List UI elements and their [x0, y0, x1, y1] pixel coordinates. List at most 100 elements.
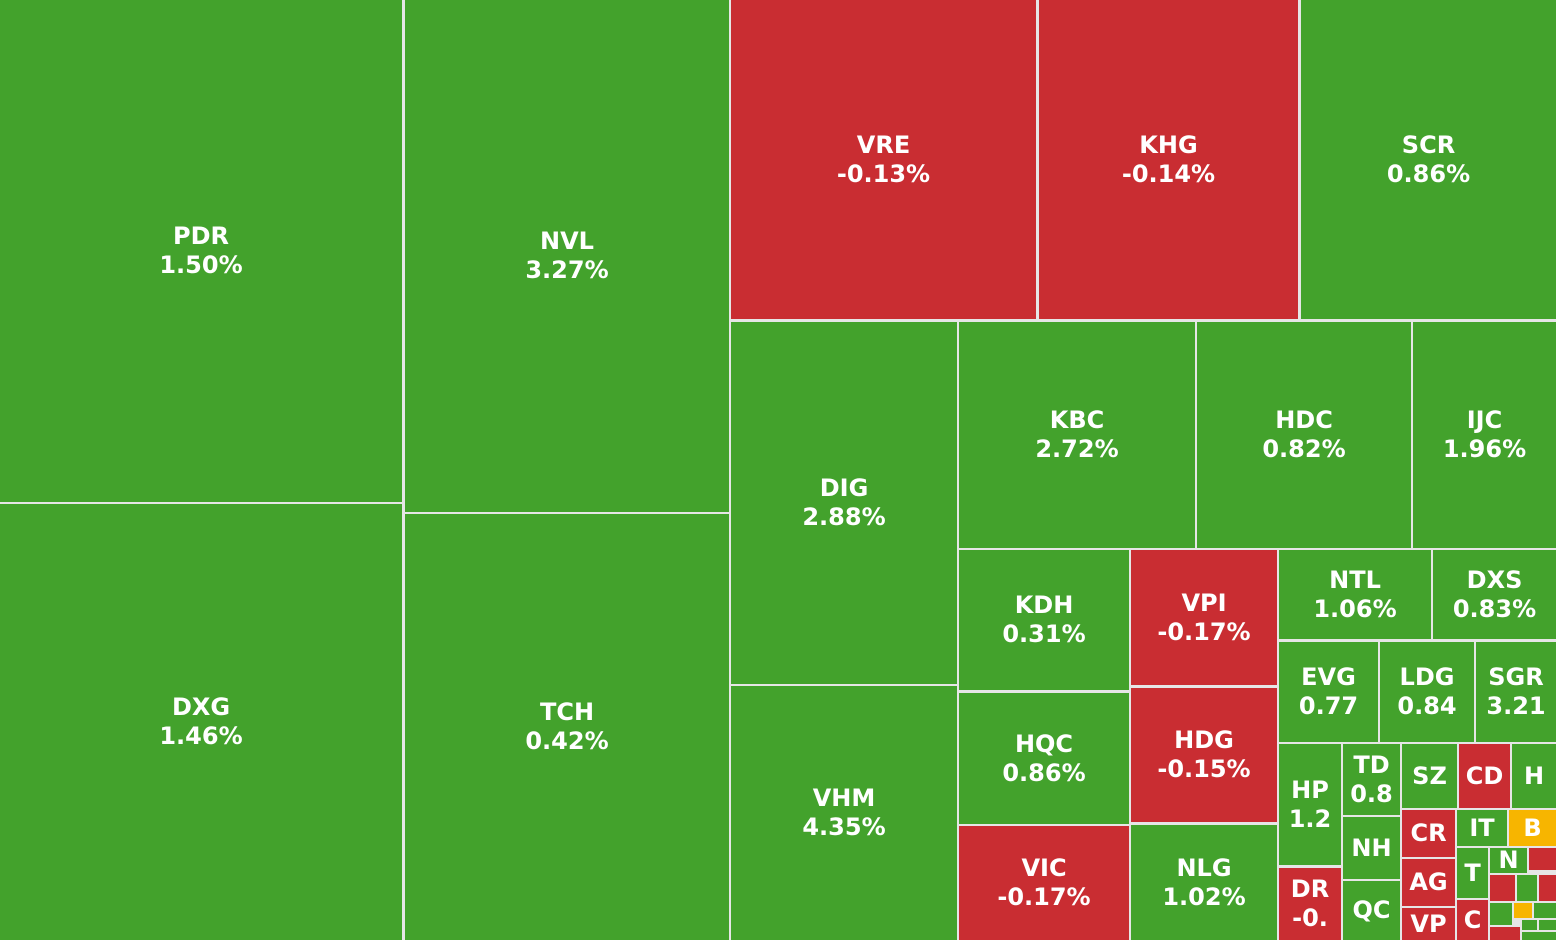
ticker-label: HDG — [1174, 726, 1234, 754]
ticker-label: SGR — [1488, 663, 1544, 691]
tile: DR -0. — [1279, 868, 1341, 940]
small-tile — [1539, 920, 1556, 930]
tile: IT — [1457, 810, 1507, 846]
change-label: 1.06% — [1313, 594, 1397, 623]
ticker-label: DR — [1290, 875, 1330, 903]
ticker-label: IT — [1469, 813, 1495, 842]
tile: DXS 0.83% — [1433, 550, 1556, 639]
change-label: 2.72% — [1035, 435, 1119, 463]
tile: VP — [1402, 908, 1455, 940]
ticker-label: CD — [1465, 761, 1504, 790]
tile: C — [1457, 900, 1488, 940]
small-tile — [1522, 932, 1556, 940]
tile: VPI -0.17% — [1131, 550, 1277, 685]
ticker-label: NTL — [1329, 565, 1381, 594]
tile: AG — [1402, 859, 1455, 906]
tile: KDH 0.31% — [959, 550, 1129, 690]
ticker-label: VHM — [812, 784, 876, 812]
tile: IJC 1.96% — [1413, 322, 1556, 548]
change-label: 0.86% — [1386, 159, 1471, 188]
tile: LDG 0.84 — [1380, 642, 1474, 742]
tile: HDC 0.82% — [1197, 322, 1411, 548]
ticker-label: HP — [1291, 775, 1329, 804]
change-label: 0.83% — [1452, 594, 1537, 623]
change-label: 1.46% — [159, 722, 243, 750]
tile: N — [1490, 848, 1527, 873]
ticker-label: IJC — [1466, 406, 1503, 434]
tile: TD 0.8 — [1343, 744, 1400, 815]
change-label: -0.15% — [1157, 755, 1251, 783]
tile: NVL 3.27% — [405, 0, 729, 512]
tile: VIC -0.17% — [959, 826, 1129, 940]
ticker-label: KDH — [1014, 591, 1074, 619]
ticker-label: DIG — [819, 474, 869, 502]
ticker-label: LDG — [1399, 663, 1455, 691]
ticker-label: AG — [1409, 868, 1448, 896]
ticker-label: PDR — [173, 222, 229, 250]
small-tile — [1539, 875, 1556, 901]
tile: DXG 1.46% — [0, 504, 402, 940]
tile: NTL 1.06% — [1279, 550, 1431, 639]
change-label: 4.35% — [802, 813, 886, 841]
change-label: 0.77 — [1298, 692, 1359, 720]
tile: HQC 0.86% — [959, 693, 1129, 824]
ticker-label: B — [1523, 813, 1542, 842]
ticker-label: NH — [1351, 833, 1392, 862]
ticker-label: VRE — [856, 130, 911, 159]
tile: HP 1.2 — [1279, 744, 1341, 865]
tile: H — [1512, 744, 1556, 808]
change-label: 3.27% — [525, 256, 609, 284]
tile: CD — [1459, 744, 1510, 808]
small-tile — [1490, 927, 1520, 940]
tile: NH — [1343, 817, 1400, 879]
tile: PDR 1.50% — [0, 0, 402, 502]
tile: CR — [1402, 810, 1455, 857]
ticker-label: HQC — [1014, 729, 1074, 758]
small-tile — [1490, 903, 1512, 925]
tile: SCR 0.86% — [1301, 0, 1556, 319]
ticker-label: NVL — [540, 227, 594, 255]
tile: SGR 3.21 — [1476, 642, 1556, 742]
ticker-label: C — [1463, 905, 1482, 934]
ticker-label: VP — [1410, 909, 1447, 938]
change-label: -0.13% — [836, 159, 931, 188]
tile: KHG -0.14% — [1039, 0, 1298, 319]
tile: EVG 0.77 — [1279, 642, 1378, 742]
change-label: 0.42% — [525, 727, 609, 755]
change-label: -0. — [1292, 904, 1328, 932]
tile: DIG 2.88% — [731, 322, 957, 684]
change-label: 0.31% — [1002, 620, 1086, 648]
tile: VRE -0.13% — [731, 0, 1036, 319]
small-tile — [1522, 920, 1537, 930]
small-tile — [1490, 875, 1515, 901]
ticker-label: NLG — [1176, 853, 1232, 882]
ticker-label: HDC — [1275, 406, 1333, 434]
change-label: 1.02% — [1162, 882, 1246, 911]
change-label: 2.88% — [802, 503, 886, 531]
tile: QC — [1343, 881, 1400, 940]
ticker-label: DXS — [1466, 565, 1523, 594]
change-label: 0.82% — [1262, 435, 1346, 463]
change-label: 0.8 — [1350, 779, 1393, 808]
small-tile — [1514, 903, 1532, 918]
ticker-label: CR — [1410, 819, 1447, 847]
ticker-label: SZ — [1412, 761, 1447, 790]
ticker-label: SCR — [1401, 130, 1456, 159]
tile: KBC 2.72% — [959, 322, 1195, 548]
ticker-label: KBC — [1049, 406, 1105, 434]
ticker-label: N — [1498, 848, 1519, 873]
ticker-label: TD — [1353, 750, 1390, 779]
change-label: -0.17% — [1157, 617, 1251, 646]
tile: NLG 1.02% — [1131, 825, 1277, 940]
ticker-label: T — [1464, 858, 1481, 887]
change-label: -0.14% — [1121, 159, 1216, 188]
tile: HDG -0.15% — [1131, 688, 1277, 822]
small-tile — [1517, 875, 1537, 901]
ticker-label: QC — [1352, 896, 1391, 924]
ticker-label: TCH — [539, 698, 595, 726]
ticker-label: EVG — [1301, 663, 1356, 691]
small-tile — [1529, 848, 1556, 870]
ticker-label: DXG — [171, 693, 231, 721]
tile: SZ — [1402, 744, 1457, 808]
